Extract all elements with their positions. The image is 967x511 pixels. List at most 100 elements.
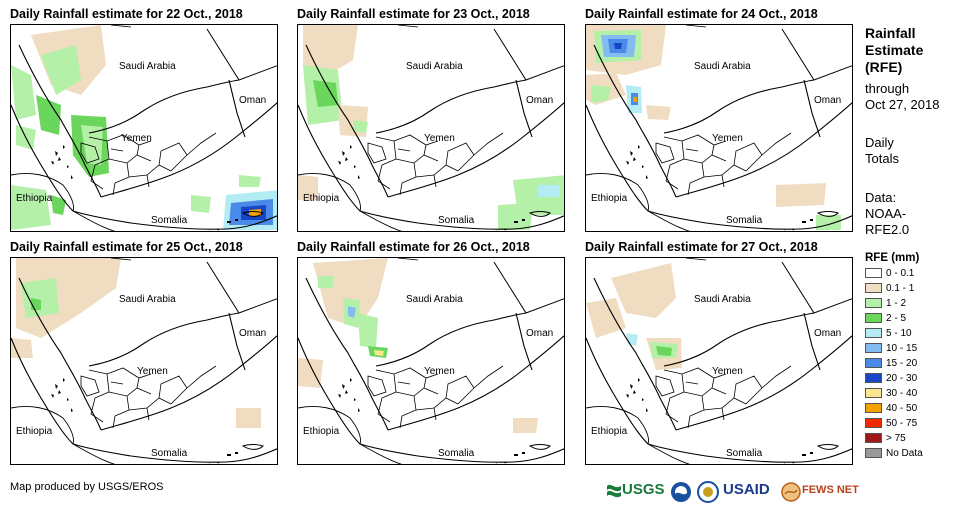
legend: RFE (mm) 0 - 0.1 0.1 - 1 1 - 2 2 - 5 5 - 10 1… [865, 251, 960, 461]
label-somalia: Somalia [151, 215, 188, 226]
usaid-logo-text: USAID [723, 481, 770, 498]
sidebar-title-line: Estimate [865, 42, 924, 58]
label-oman: Oman [814, 328, 842, 339]
sidebar-data-line: NOAA- [865, 206, 907, 221]
legend-swatch [865, 268, 882, 278]
usgs-logo: USGS [607, 479, 667, 505]
label-yemen: Yemen [137, 366, 168, 377]
label-yemen: Yemen [712, 133, 743, 144]
legend-item: 40 - 50 [865, 401, 960, 416]
label-saudi-arabia: Saudi Arabia [119, 294, 176, 305]
sidebar-title: Rainfall Estimate (RFE) [865, 25, 923, 76]
rainfall-map [586, 25, 852, 231]
map-frame: Saudi Arabia Oman Yemen Ethiopia Somalia [297, 257, 565, 465]
panel-title: Daily Rainfall estimate for 25 Oct., 201… [10, 240, 243, 254]
legend-label: 20 - 30 [886, 373, 918, 384]
legend-swatch [865, 328, 882, 338]
legend-swatch [865, 283, 882, 293]
map-panel-26-oct: Daily Rainfall estimate for 26 Oct., 201… [297, 239, 565, 465]
legend-swatch [865, 403, 882, 413]
label-saudi-arabia: Saudi Arabia [119, 61, 176, 72]
sidebar-totals-line: Totals [865, 151, 899, 166]
usaid-logo: USAID [723, 479, 779, 505]
map-panel-22-oct: Daily Rainfall estimate for 22 Oct., 201… [10, 6, 278, 232]
sidebar-totals: Daily Totals [865, 135, 899, 167]
legend-swatch [865, 448, 882, 458]
label-oman: Oman [814, 95, 842, 106]
label-somalia: Somalia [726, 215, 763, 226]
legend-item: No Data [865, 446, 960, 461]
legend-swatch [865, 358, 882, 368]
label-oman: Oman [526, 328, 554, 339]
legend-swatch [865, 298, 882, 308]
legend-label: > 75 [886, 433, 906, 444]
label-somalia: Somalia [151, 448, 188, 459]
label-somalia: Somalia [726, 448, 763, 459]
label-saudi-arabia: Saudi Arabia [406, 294, 463, 305]
legend-label: 0.1 - 1 [886, 283, 915, 294]
legend-label: 10 - 15 [886, 343, 918, 354]
legend-item: 0 - 0.1 [865, 266, 960, 281]
panel-title: Daily Rainfall estimate for 23 Oct., 201… [297, 7, 530, 21]
legend-swatch [865, 388, 882, 398]
legend-item: 20 - 30 [865, 371, 960, 386]
sidebar-totals-line: Daily [865, 135, 894, 150]
legend-item: 0.1 - 1 [865, 281, 960, 296]
legend-item: 50 - 75 [865, 416, 960, 431]
label-ethiopia: Ethiopia [16, 426, 53, 437]
noaa-emblem-icon [671, 482, 691, 502]
map-frame: Saudi Arabia Oman Yemen Ethiopia Somalia [585, 24, 853, 232]
label-yemen: Yemen [121, 133, 152, 144]
noaa-logo [670, 479, 692, 505]
label-somalia: Somalia [438, 215, 475, 226]
legend-item: 15 - 20 [865, 356, 960, 371]
label-saudi-arabia: Saudi Arabia [406, 61, 463, 72]
partner-logos: USGS USAID FEWS NET [607, 479, 859, 505]
panel-title: Daily Rainfall estimate for 26 Oct., 201… [297, 240, 530, 254]
sidebar-through-line: through [865, 81, 910, 96]
legend-swatch [865, 313, 882, 323]
fews-net-logo-text: FEWS NET [802, 484, 859, 496]
map-panel-25-oct: Daily Rainfall estimate for 25 Oct., 201… [10, 239, 278, 465]
fews-net-logo: FEWS NET [781, 479, 859, 505]
usgs-logo-text: USGS [622, 481, 665, 498]
label-yemen: Yemen [712, 366, 743, 377]
label-yemen: Yemen [424, 133, 455, 144]
sidebar-title-line: Rainfall [865, 25, 916, 41]
label-oman: Oman [526, 95, 554, 106]
legend-item: 30 - 40 [865, 386, 960, 401]
legend-label: 1 - 2 [886, 298, 907, 309]
rainfall-map [11, 258, 277, 464]
label-oman: Oman [239, 95, 267, 106]
label-oman: Oman [239, 328, 267, 339]
dhs-seal [697, 479, 719, 505]
fews-net-emblem-icon [781, 482, 801, 502]
legend-swatch [865, 373, 882, 383]
legend-item: > 75 [865, 431, 960, 446]
sidebar-data-line: RFE2.0 [865, 222, 910, 237]
sidebar-title-line: (RFE) [865, 59, 903, 75]
rainfall-map [586, 258, 852, 464]
rainfall-map [11, 25, 277, 231]
label-saudi-arabia: Saudi Arabia [694, 294, 751, 305]
usgs-wave-icon [607, 484, 621, 498]
map-frame: Saudi Arabia Oman Yemen Ethiopia Somalia [10, 257, 278, 465]
sidebar-through: through Oct 27, 2018 [865, 81, 939, 113]
legend-label: 50 - 75 [886, 418, 918, 429]
label-saudi-arabia: Saudi Arabia [694, 61, 751, 72]
label-ethiopia: Ethiopia [16, 193, 53, 204]
map-panel-27-oct: Daily Rainfall estimate for 27 Oct., 201… [585, 239, 853, 465]
panel-title: Daily Rainfall estimate for 24 Oct., 201… [585, 7, 818, 21]
label-ethiopia: Ethiopia [591, 426, 628, 437]
label-ethiopia: Ethiopia [303, 193, 340, 204]
rainfall-map [298, 25, 564, 231]
legend-item: 1 - 2 [865, 296, 960, 311]
panel-title: Daily Rainfall estimate for 22 Oct., 201… [10, 7, 243, 21]
map-panel-23-oct: Daily Rainfall estimate for 23 Oct., 201… [297, 6, 565, 232]
legend-label: No Data [886, 448, 923, 459]
legend-label: 0 - 0.1 [886, 268, 915, 279]
map-frame: Saudi Arabia Oman Yemen Ethiopia Somalia [585, 257, 853, 465]
legend-item: 5 - 10 [865, 326, 960, 341]
legend-label: 15 - 20 [886, 358, 918, 369]
seal-icon [697, 481, 719, 503]
